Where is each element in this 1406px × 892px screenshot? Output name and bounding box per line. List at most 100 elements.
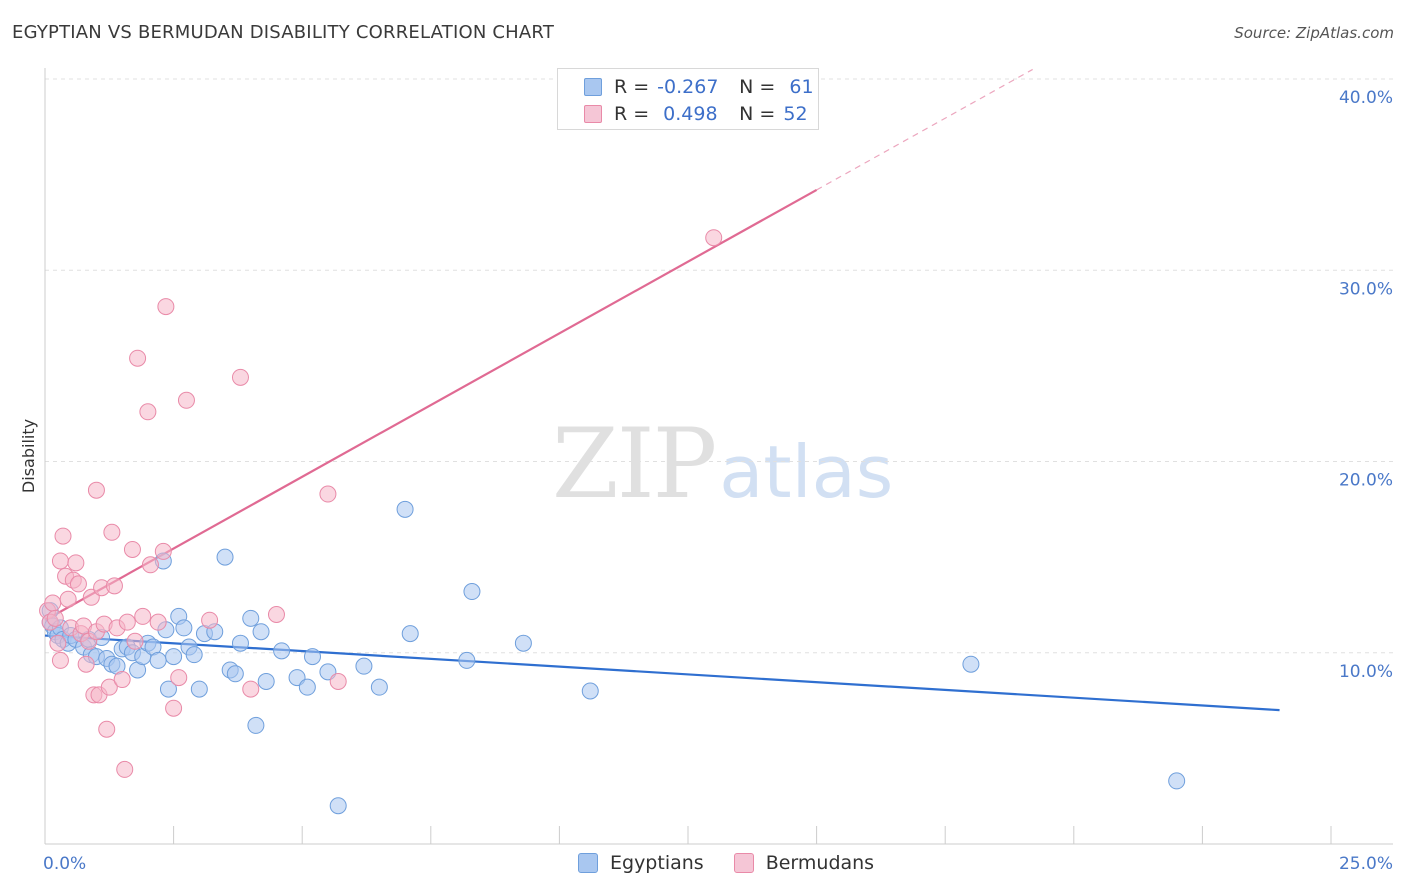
legend-r-label: R =	[614, 76, 650, 98]
data-point	[116, 760, 134, 778]
trend-line-bermudans	[44, 188, 818, 622]
data-point	[165, 699, 183, 717]
x-tick-label: 0.0%	[43, 854, 86, 874]
data-point	[401, 625, 419, 643]
data-point	[139, 403, 157, 421]
data-point	[303, 648, 321, 666]
data-point	[46, 609, 64, 627]
data-point	[157, 298, 175, 316]
data-point	[329, 797, 347, 815]
data-point	[355, 657, 373, 675]
data-point	[463, 583, 481, 601]
y-tick-label: 20.0%	[1339, 471, 1393, 491]
legend-swatch-egyptians	[584, 78, 602, 96]
data-point	[396, 500, 414, 518]
legend-r-value: -0.267	[657, 76, 719, 98]
data-point	[59, 590, 77, 608]
data-point	[154, 542, 172, 560]
data-point	[51, 552, 69, 570]
axes	[44, 68, 1393, 845]
data-point	[129, 349, 147, 367]
data-point	[103, 523, 121, 541]
chart-title: EGYPTIAN VS BERMUDAN DISABILITY CORRELAT…	[12, 22, 555, 43]
data-point	[134, 607, 152, 625]
data-point	[216, 548, 234, 566]
data-point	[705, 229, 723, 247]
data-point	[123, 540, 141, 558]
series-bermudans	[39, 229, 723, 778]
data-point	[242, 680, 260, 698]
data-point	[51, 651, 69, 669]
series-egyptians	[41, 500, 1186, 815]
data-point	[149, 651, 167, 669]
data-point	[77, 655, 95, 673]
tick-labels: 10.0% 20.0% 30.0% 40.0% 0.0% 25.0%	[43, 88, 1393, 874]
data-point	[267, 606, 285, 623]
data-point	[1168, 772, 1186, 790]
data-point	[165, 648, 183, 666]
data-point	[231, 634, 249, 652]
watermark-zip: ZIP	[552, 408, 717, 520]
data-point	[962, 655, 980, 673]
data-point	[231, 368, 249, 386]
trend-extension-bermudans	[816, 68, 1033, 191]
y-tick-label: 30.0%	[1339, 279, 1393, 299]
trend-lines	[44, 68, 1280, 712]
data-point	[273, 642, 291, 660]
data-point	[170, 669, 188, 687]
data-point	[226, 665, 244, 683]
data-point	[319, 485, 337, 503]
data-point	[69, 575, 87, 593]
data-point	[149, 613, 167, 631]
legend-swatch-bermudans	[584, 105, 602, 123]
data-point	[514, 634, 532, 652]
y-tick-label: 40.0%	[1339, 88, 1393, 108]
data-point	[175, 619, 193, 637]
y-axis-label: Disability	[19, 419, 38, 493]
legend-swatch-bermudans	[733, 853, 754, 873]
data-point	[118, 613, 136, 631]
legend-label-egyptians: Egyptians	[610, 852, 704, 874]
data-point	[105, 577, 123, 595]
data-point	[298, 678, 316, 696]
grid-lines	[45, 78, 1393, 654]
data-point	[67, 554, 85, 572]
legend-n-label: N =	[739, 76, 776, 98]
x-tick-label: 25.0%	[1339, 854, 1393, 874]
legend-item-egyptians[interactable]: Egyptians	[578, 852, 704, 874]
legend-item-bermudans[interactable]: Bermudans	[733, 852, 875, 874]
data-point	[98, 720, 116, 738]
legend-row-egyptians: R = -0.267 N = 61	[584, 76, 814, 98]
data-point	[49, 634, 67, 652]
y-tick-label: 10.0%	[1339, 662, 1393, 682]
data-point	[159, 680, 177, 698]
data-point	[257, 672, 275, 690]
legend-n-value: 52	[783, 103, 808, 125]
legend-r-value: 0.498	[663, 103, 718, 125]
data-point	[458, 651, 476, 669]
series-legend: Egyptians Bermudans	[578, 852, 904, 874]
data-point	[185, 646, 203, 664]
data-point	[329, 672, 347, 690]
legend-swatch-egyptians	[578, 853, 598, 873]
data-point	[100, 678, 118, 696]
data-point	[177, 391, 195, 409]
data-points	[39, 229, 1186, 815]
data-point	[87, 481, 105, 499]
data-point	[242, 609, 260, 627]
data-point	[126, 632, 144, 650]
correlation-legend: R = -0.267 N = 61 R = 0.498 N = 52	[557, 68, 819, 130]
data-point	[201, 611, 219, 629]
trend-line-egyptians	[44, 634, 1280, 712]
data-point	[113, 671, 131, 689]
data-point	[247, 716, 265, 734]
data-point	[581, 682, 599, 700]
data-point	[141, 556, 159, 574]
data-point	[370, 678, 388, 696]
legend-label-bermudans: Bermudans	[765, 852, 875, 874]
source-label: Source: ZipAtlas.com	[1234, 24, 1394, 42]
data-point	[190, 680, 208, 698]
watermark: ZIPatlas	[552, 408, 893, 520]
